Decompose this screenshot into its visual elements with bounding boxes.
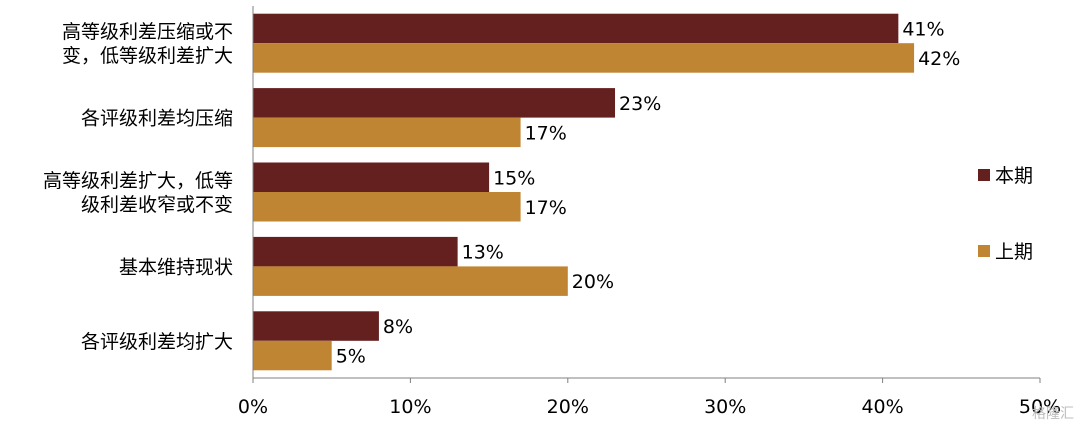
bar-current [253, 311, 379, 341]
bar-current [253, 236, 458, 267]
value-label: 17% [525, 122, 567, 144]
bar-current [253, 88, 616, 118]
category-label: 高等级利差压缩或不 [62, 21, 233, 43]
legend-label: 本期 [995, 165, 1033, 187]
category-label: 变，低等级利差扩大 [62, 45, 233, 67]
value-label: 13% [462, 242, 504, 264]
x-tick-label: 20% [547, 396, 589, 418]
x-tick-label: 50% [1019, 396, 1061, 418]
x-tick-label: 10% [389, 396, 431, 418]
legend-label: 上期 [995, 241, 1033, 263]
bar-previous [253, 43, 915, 73]
bar-current [253, 13, 899, 44]
category-label: 各评级利差均扩大 [81, 331, 233, 353]
value-label: 42% [918, 48, 960, 70]
bar-current [253, 162, 490, 192]
bar-previous [253, 117, 521, 148]
category-label: 各评级利差均压缩 [81, 108, 233, 130]
legend-swatch [978, 169, 990, 181]
x-tick-label: 40% [861, 396, 903, 418]
legend-swatch [978, 245, 990, 257]
category-label: 基本维持现状 [119, 256, 233, 278]
category-label: 高等级利差扩大，低等 [43, 170, 233, 192]
watermark-text: 格隆汇 [1032, 406, 1074, 422]
value-label: 20% [572, 271, 614, 293]
value-label: 23% [619, 93, 661, 115]
value-label: 15% [493, 167, 535, 189]
bar-previous [253, 192, 521, 222]
value-label: 8% [383, 316, 413, 338]
value-label: 41% [902, 18, 944, 40]
value-label: 5% [336, 346, 366, 368]
x-tick-label: 30% [704, 396, 746, 418]
x-tick-label: 0% [238, 396, 268, 418]
category-label: 级利差收窄或不变 [81, 194, 233, 216]
bar-previous [253, 266, 568, 296]
value-label: 17% [525, 197, 567, 219]
bar-previous [253, 340, 332, 371]
